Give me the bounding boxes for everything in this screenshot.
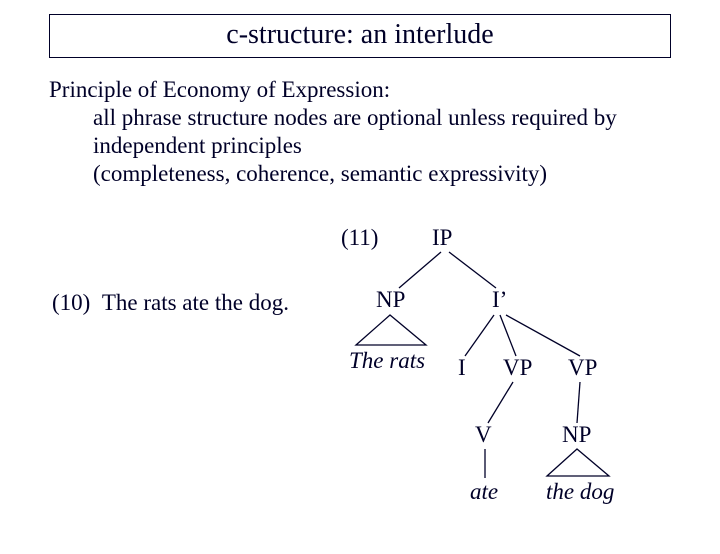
example-10: (10) The rats ate the dog.: [52, 290, 289, 316]
principle-line1: all phrase structure nodes are optional …: [49, 104, 671, 132]
title-text: c-structure: an interlude: [226, 19, 493, 50]
tree-node-VP2: VP: [568, 355, 597, 381]
example-10-text: The rats ate the dog.: [102, 290, 289, 315]
tree-node-Ibar: I’: [492, 287, 507, 313]
title-box: c-structure: an interlude: [49, 14, 671, 58]
tree-node-VP1: VP: [503, 355, 532, 381]
principle-line2: independent principles: [49, 132, 671, 160]
tree-node-I: I: [458, 355, 466, 381]
tree-node-V: V: [475, 422, 492, 448]
tree-leaf-the-dog: the dog: [546, 479, 614, 505]
tree-node-NP1: NP: [376, 287, 405, 313]
principle-block: Principle of Economy of Expression: all …: [49, 76, 671, 188]
example-10-num: (10): [52, 290, 90, 315]
syntax-tree: IP NP I’ The rats I VP VP V NP ate the d…: [346, 225, 696, 525]
tree-leaf-ate: ate: [470, 479, 498, 505]
tree-leaf-the-rats: The rats: [349, 348, 425, 374]
tree-node-IP: IP: [432, 225, 452, 251]
principle-line3: (completeness, coherence, semantic expre…: [49, 160, 671, 188]
tree-node-NP2: NP: [562, 422, 591, 448]
principle-heading: Principle of Economy of Expression:: [49, 76, 671, 104]
